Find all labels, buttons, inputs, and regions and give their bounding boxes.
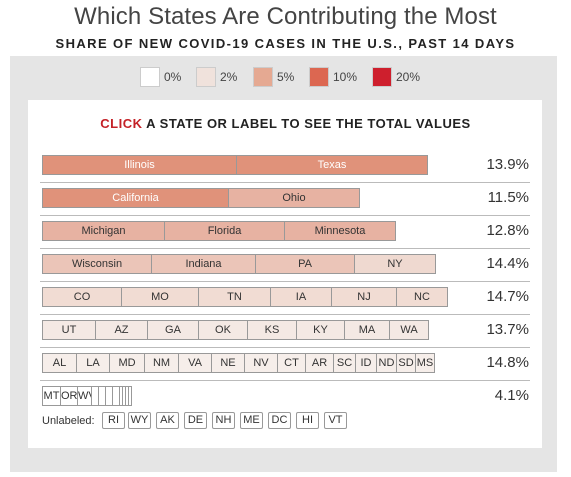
- state-cell-wv[interactable]: WV: [77, 386, 92, 406]
- row-divider: [40, 248, 530, 249]
- row-divider: [40, 215, 530, 216]
- state-cell-nd[interactable]: ND: [376, 353, 397, 373]
- row-total: 12.8%: [486, 222, 529, 239]
- unlabeled-state-vt[interactable]: VT: [324, 412, 347, 429]
- state-cell-wa[interactable]: WA: [389, 320, 429, 340]
- state-cell-mo[interactable]: MO: [121, 287, 199, 307]
- state-cell-ct[interactable]: CT: [277, 353, 306, 373]
- state-cell-texas[interactable]: Texas: [236, 155, 428, 175]
- state-cell-ia[interactable]: IA: [270, 287, 332, 307]
- state-cell-ma[interactable]: MA: [344, 320, 390, 340]
- unlabeled-state-me[interactable]: ME: [240, 412, 263, 429]
- legend-swatch: [140, 67, 160, 87]
- state-cell-sc[interactable]: SC: [333, 353, 356, 373]
- unlabeled-state-wy[interactable]: WY: [128, 412, 151, 429]
- unlabeled-state-de[interactable]: DE: [184, 412, 207, 429]
- legend-swatch: [196, 67, 216, 87]
- row-divider: [40, 182, 530, 183]
- state-cell-nm[interactable]: NM: [144, 353, 179, 373]
- state-cell-ne[interactable]: NE: [211, 353, 245, 373]
- row-total: 11.5%: [487, 189, 529, 206]
- state-cell-indiana[interactable]: Indiana: [151, 254, 256, 274]
- unlabeled-state-nh[interactable]: NH: [212, 412, 235, 429]
- row-total: 14.7%: [486, 288, 529, 305]
- state-cell-nv[interactable]: NV: [244, 353, 278, 373]
- legend-swatch: [309, 67, 329, 87]
- page-title: Which States Are Contributing the Most: [74, 3, 497, 30]
- unlabeled-state-hi[interactable]: HI: [296, 412, 319, 429]
- state-cell-pa[interactable]: PA: [255, 254, 355, 274]
- legend-label: 0%: [164, 70, 182, 84]
- state-cell-sliver[interactable]: [128, 386, 132, 406]
- unlabeled-state-ak[interactable]: AK: [156, 412, 179, 429]
- state-cell-sd[interactable]: SD: [396, 353, 416, 373]
- row-total: 13.9%: [486, 156, 529, 173]
- legend-swatch: [372, 67, 392, 87]
- instruction-text: CLICK A STATE OR LABEL TO SEE THE TOTAL …: [0, 116, 571, 131]
- state-cell-la[interactable]: LA: [76, 353, 110, 373]
- unlabeled-label: Unlabeled:: [42, 415, 95, 427]
- row-total: 14.4%: [486, 255, 529, 272]
- state-cell-ar[interactable]: AR: [305, 353, 334, 373]
- state-cell-nc[interactable]: NC: [396, 287, 448, 307]
- row-divider: [40, 347, 530, 348]
- legend-swatch: [253, 67, 273, 87]
- state-cell-ok[interactable]: OK: [198, 320, 248, 340]
- row-total: 13.7%: [486, 321, 529, 338]
- state-cell-ky[interactable]: KY: [296, 320, 345, 340]
- row-divider: [40, 314, 530, 315]
- state-cell-id[interactable]: ID: [355, 353, 377, 373]
- state-cell-illinois[interactable]: Illinois: [42, 155, 237, 175]
- state-cell-ga[interactable]: GA: [147, 320, 199, 340]
- legend-label: 20%: [396, 70, 421, 84]
- state-cell-california[interactable]: California: [42, 188, 229, 208]
- state-cell-ut[interactable]: UT: [42, 320, 96, 340]
- unlabeled-state-ri[interactable]: RI: [102, 412, 125, 429]
- unlabeled-state-dc[interactable]: DC: [268, 412, 291, 429]
- state-cell-va[interactable]: VA: [178, 353, 212, 373]
- state-cell-co[interactable]: CO: [42, 287, 122, 307]
- state-cell-az[interactable]: AZ: [95, 320, 148, 340]
- state-cell-nj[interactable]: NJ: [331, 287, 397, 307]
- row-total: 14.8%: [486, 354, 529, 371]
- legend-label: 5%: [277, 70, 295, 84]
- legend-label: 10%: [333, 70, 358, 84]
- state-cell-ms[interactable]: MS: [415, 353, 435, 373]
- state-cell-wisconsin[interactable]: Wisconsin: [42, 254, 152, 274]
- state-cell-michigan[interactable]: Michigan: [42, 221, 165, 241]
- legend-label: 2%: [220, 70, 238, 84]
- row-total: 4.1%: [494, 387, 529, 404]
- state-cell-ny[interactable]: NY: [354, 254, 436, 274]
- state-cell-tn[interactable]: TN: [198, 287, 271, 307]
- state-cell-or[interactable]: OR: [60, 386, 78, 406]
- state-cell-md[interactable]: MD: [109, 353, 145, 373]
- state-cell-al[interactable]: AL: [42, 353, 77, 373]
- instruction-rest: A STATE OR LABEL TO SEE THE TOTAL VALUES: [142, 116, 471, 131]
- state-cell-mt[interactable]: MT: [42, 386, 61, 406]
- state-cell-minnesota[interactable]: Minnesota: [284, 221, 396, 241]
- instruction-click: CLICK: [100, 116, 143, 131]
- state-cell-ohio[interactable]: Ohio: [228, 188, 360, 208]
- row-divider: [40, 281, 530, 282]
- page-subtitle: SHARE OF NEW COVID-19 CASES IN THE U.S.,…: [55, 36, 516, 51]
- color-legend: 0% 2% 5% 10% 20%: [0, 67, 571, 89]
- row-divider: [40, 380, 530, 381]
- state-cell-ks[interactable]: KS: [247, 320, 297, 340]
- state-cell-florida[interactable]: Florida: [164, 221, 285, 241]
